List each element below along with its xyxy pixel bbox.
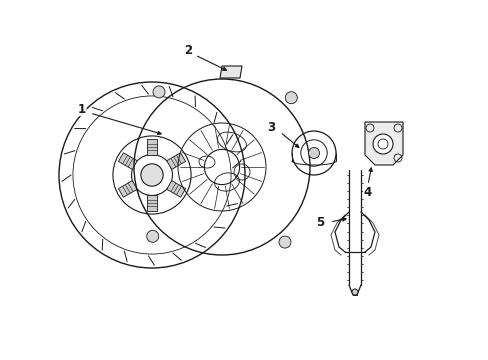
Circle shape	[351, 289, 357, 295]
Circle shape	[146, 230, 159, 242]
Circle shape	[279, 236, 290, 248]
Circle shape	[372, 134, 392, 154]
Circle shape	[285, 92, 297, 104]
Polygon shape	[147, 139, 157, 155]
Polygon shape	[118, 181, 137, 197]
Text: 2: 2	[183, 44, 192, 57]
Text: 5: 5	[315, 216, 324, 229]
Text: 4: 4	[363, 185, 371, 198]
Polygon shape	[166, 181, 185, 197]
Circle shape	[308, 148, 319, 158]
Polygon shape	[118, 153, 137, 170]
Polygon shape	[147, 195, 157, 211]
Text: 1: 1	[78, 103, 86, 116]
Bar	[372, 138, 392, 162]
Circle shape	[153, 86, 164, 98]
Polygon shape	[364, 122, 402, 165]
Circle shape	[141, 164, 163, 186]
Polygon shape	[220, 66, 242, 78]
Polygon shape	[166, 153, 185, 170]
Text: 3: 3	[266, 121, 274, 134]
